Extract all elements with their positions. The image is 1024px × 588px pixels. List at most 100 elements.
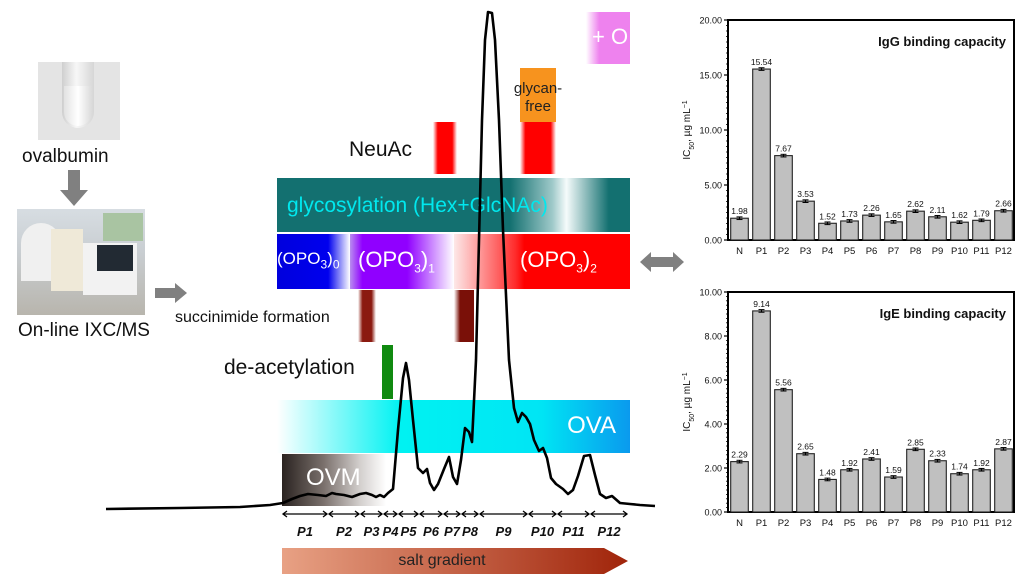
bar-p5	[840, 220, 859, 241]
value-label: 2.87	[995, 437, 1012, 447]
salt-gradient-label: salt gradient	[398, 552, 486, 569]
arrowhead	[584, 510, 591, 518]
bar-p5	[840, 469, 859, 513]
category-label: P7	[888, 518, 900, 529]
bar-p4	[818, 222, 837, 241]
y-tick-label: 20.00	[699, 16, 722, 26]
y-title-main: IC	[682, 422, 693, 432]
phospho-2-band: (OPO3)2	[454, 234, 630, 289]
bar-p7	[884, 476, 903, 513]
phospho-0-band: (OPO3)0	[277, 234, 350, 289]
category-label: P5	[844, 246, 856, 257]
y-title-main: IC	[682, 150, 693, 160]
y-tick-label: 0.00	[704, 508, 722, 518]
value-label: 2.26	[863, 203, 880, 213]
chart-title: IgE binding capacity	[880, 306, 1007, 321]
arrowhead	[382, 510, 389, 518]
bar-p11	[972, 219, 991, 241]
arrowhead	[359, 510, 366, 518]
value-label: 2.85	[907, 437, 924, 447]
phospho-2-sub: 3	[576, 261, 583, 276]
salt-gradient-arrow	[282, 548, 628, 574]
phospho-1-band: (OPO3)1	[350, 234, 454, 289]
fraction-label-p5: P5	[400, 524, 417, 539]
chromatogram-trace	[105, 10, 656, 511]
arrowhead	[437, 510, 444, 518]
bar-p3	[796, 200, 815, 241]
bar-p6	[862, 214, 881, 241]
fraction-arrows	[281, 510, 629, 518]
value-label: 1.52	[819, 211, 836, 221]
category-label: P8	[910, 518, 922, 529]
neuac-label: NeuAc	[349, 138, 413, 161]
value-label: 1.65	[885, 210, 902, 220]
y-title-sup: −1	[682, 372, 689, 380]
bar-p11	[972, 469, 991, 513]
category-label: P9	[932, 518, 944, 529]
fraction-label-p3: P3	[363, 524, 380, 539]
bar-p6	[862, 458, 881, 513]
bar-p9	[928, 216, 947, 241]
instrument-photo	[17, 209, 145, 315]
succinimide-band-1	[358, 290, 376, 342]
instrument-lc-stack	[51, 229, 83, 291]
arrowhead	[556, 510, 563, 518]
arrowhead	[460, 510, 467, 518]
category-label: P8	[910, 246, 922, 257]
salt-gradient-shape	[282, 548, 628, 574]
phospho-2-close: )	[582, 247, 591, 272]
arrowhead	[281, 510, 288, 518]
phospho-2-label: (OPO3)2	[520, 247, 597, 275]
value-label: 1.74	[951, 462, 968, 472]
y-tick-label: 10.00	[699, 126, 722, 136]
arrowhead	[442, 510, 449, 518]
succinimide-label: succinimide formation	[175, 309, 330, 326]
arrowhead	[413, 510, 420, 518]
ige-binding-chart: 0.00 2.00 4.00 6.00 8.00 10.00 IC50, µg mL−1 Ig…	[682, 288, 1015, 529]
bar-p2	[774, 389, 793, 513]
value-label: 7.67	[775, 144, 792, 154]
oxidation-band: + O	[586, 12, 630, 64]
fraction-label-p11: P11	[562, 524, 585, 539]
category-label: P4	[822, 518, 834, 529]
succinimide-band-2	[454, 290, 474, 342]
tube-sample	[64, 86, 92, 126]
category-label: P10	[951, 246, 968, 257]
category-label: P3	[800, 518, 812, 529]
category-label: P5	[844, 518, 856, 529]
category-label: P12	[995, 518, 1012, 529]
phospho-0-index: 0	[332, 257, 340, 272]
value-label: 1.73	[841, 209, 858, 219]
arrowhead	[478, 510, 485, 518]
chart-title: IgG binding capacity	[878, 34, 1007, 49]
y-tick-label: 2.00	[704, 464, 722, 474]
phospho-1-index: 1	[428, 261, 435, 276]
fraction-label-p4: P4	[382, 524, 399, 539]
bar-p12	[994, 210, 1013, 241]
ova-label: OVA	[567, 412, 616, 439]
value-label: 1.48	[819, 467, 836, 477]
deacetylation-band	[382, 345, 393, 399]
y-title-sup: −1	[682, 100, 689, 108]
value-label: 1.92	[973, 458, 990, 468]
fraction-label-p9: P9	[495, 524, 512, 539]
bar-p12	[994, 448, 1013, 513]
phospho-1-sub: 3	[414, 261, 421, 276]
glycosylation-band: glycosylation (Hex+GlcNAc)	[277, 178, 630, 232]
chromatogram	[105, 10, 656, 518]
phospho-2-main: (OPO	[520, 247, 577, 272]
fraction-label-p1: P1	[297, 524, 313, 539]
y-tick-label: 6.00	[704, 376, 722, 386]
phospho-0-close: )	[327, 249, 333, 268]
value-label: 2.66	[995, 199, 1012, 209]
category-label: P6	[866, 518, 878, 529]
category-label: P2	[778, 518, 790, 529]
phospho-0-main: (OPO	[277, 249, 321, 268]
category-label: P10	[951, 518, 968, 529]
right-arrow-icon	[155, 283, 187, 303]
category-label: P6	[866, 246, 878, 257]
arrowhead	[527, 510, 534, 518]
arrowhead	[322, 510, 329, 518]
instrument-panel	[97, 245, 133, 271]
double-arrow-icon	[640, 252, 684, 272]
